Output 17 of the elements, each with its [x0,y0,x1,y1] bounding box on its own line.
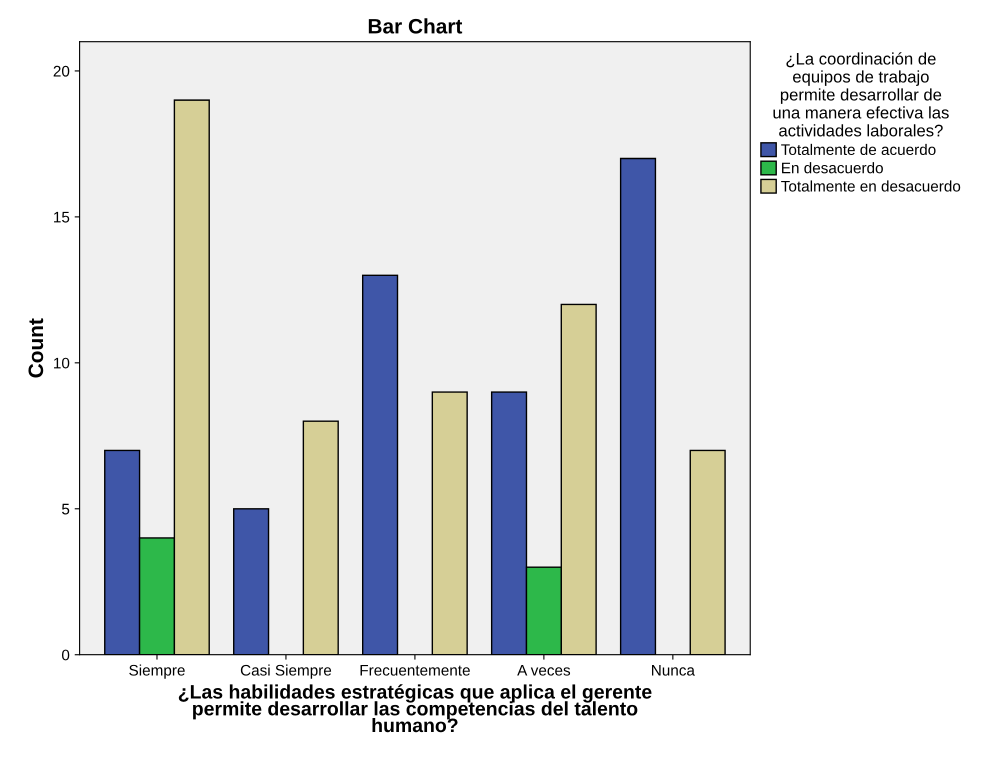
legend-label: Totalmente de acuerdo [781,144,936,156]
x-tick-label: Nunca [652,665,695,676]
x-tick-label: A veces [517,665,570,676]
legend-title: ¿La coordinación de equipos de trabajo permite desarrollar de una manera efectiva las actividades laborales? [773,52,949,136]
y-tick-label: 15 [54,212,70,223]
x-tick-label: Siempre [129,664,185,679]
y-tick-label: 5 [62,504,70,514]
y-axis-title: Count [28,318,44,378]
x-tick-label: Casi Siempre [240,664,332,679]
x-tick-label: Frecuentemente [360,665,470,676]
chart-title: Bar Chart [368,18,462,34]
y-tick-label: 20 [54,66,70,77]
legend-label: Totalmente en desacuerdo [781,180,960,192]
y-tick-label: 10 [54,358,70,369]
y-tick-label: 0 [62,650,70,660]
x-axis-title: ¿Las habilidades estratégicas que aplica el gerente permite desarrollar las competencias del talento humano? [178,684,652,732]
legend-label: En desacuerdo [782,162,883,174]
